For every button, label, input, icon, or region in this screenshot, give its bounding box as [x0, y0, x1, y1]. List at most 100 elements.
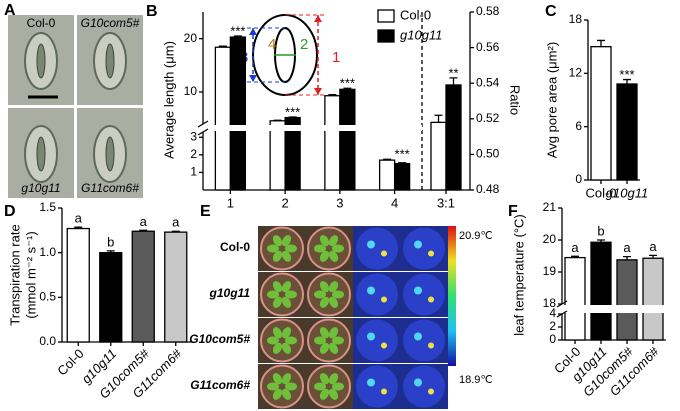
colorbar — [448, 226, 456, 366]
leaf-thermal — [381, 250, 387, 257]
y-tick-label: 2 — [549, 319, 556, 333]
error-bar — [288, 116, 297, 118]
bar — [445, 84, 462, 191]
y2-tick-label: 0.48 — [476, 182, 500, 196]
y-tick-label: 0 — [549, 332, 556, 346]
leaf — [281, 235, 292, 247]
genotype-label: g10g11 — [21, 181, 60, 195]
leaf — [314, 290, 326, 299]
error-bar — [273, 119, 282, 121]
pot — [307, 318, 351, 363]
leaf — [314, 244, 326, 253]
leaf — [332, 244, 344, 253]
y2-tick-label: 0.56 — [476, 40, 500, 54]
leaf — [319, 281, 330, 293]
y2-tick-label: 0.58 — [476, 4, 500, 18]
pot-thermal — [403, 227, 445, 270]
error-bar — [233, 35, 242, 38]
leaf-thermal — [367, 332, 375, 341]
leaf — [267, 382, 279, 391]
pot-thermal — [356, 227, 398, 270]
leaf — [328, 235, 339, 247]
pot — [260, 272, 304, 317]
y-tick-label: 1.5 — [39, 200, 56, 214]
leaf-thermal — [428, 296, 434, 303]
leaf — [281, 281, 292, 293]
error-bar — [649, 254, 657, 259]
y-tick-label: 18 — [569, 12, 583, 26]
bar — [214, 46, 232, 191]
panel-letter: C — [545, 3, 557, 20]
pot — [260, 318, 304, 363]
legend-label: g10g11 — [400, 27, 442, 42]
leaf — [319, 373, 330, 385]
x-tick-label: g10g11 — [606, 185, 648, 200]
leaf — [272, 373, 283, 385]
leaf — [272, 342, 283, 354]
stomata-photos: Col-0 G10com5# g10g11 G11com6# — [8, 15, 143, 198]
error-bar — [139, 229, 148, 232]
leaf — [281, 342, 292, 354]
genotype-label: G11com6# — [190, 378, 250, 392]
pot — [260, 364, 304, 409]
x-tick-label: 1 — [227, 195, 234, 210]
error-bar — [623, 78, 631, 84]
leaf — [314, 382, 326, 391]
genotype-label: Col-0 — [220, 240, 250, 254]
leaf — [267, 244, 279, 253]
annotation: a — [623, 240, 631, 255]
y-tick-label: 2 — [190, 147, 197, 161]
x-tick-label: Col-0 — [585, 185, 616, 200]
bar — [339, 88, 356, 191]
y-axis-title: (mmol m⁻² s⁻¹) — [23, 231, 38, 318]
bar — [393, 162, 411, 191]
y-axis-title: Transpiration rate — [7, 224, 22, 325]
y-tick-label: 10 — [184, 84, 198, 98]
leaf — [319, 235, 330, 247]
y2-axis-title: Ratio — [508, 85, 523, 115]
annotation: ** — [448, 65, 458, 80]
inset-label: 1 — [332, 49, 340, 66]
leaf — [285, 382, 297, 391]
y2-tick-label: 0.50 — [476, 147, 500, 161]
bar — [642, 257, 664, 341]
annotation: b — [597, 223, 604, 238]
leaf — [281, 250, 292, 262]
pore — [36, 136, 46, 172]
leaf — [285, 290, 297, 299]
leaf — [319, 296, 330, 308]
leaf-thermal — [414, 378, 422, 387]
y-tick-label: 6 — [575, 119, 582, 133]
leaf — [272, 250, 283, 262]
bar — [131, 230, 155, 343]
genotype-label: G11com6# — [81, 181, 139, 195]
y-tick-label: 19 — [543, 264, 557, 278]
pore — [36, 43, 46, 79]
leaf — [281, 327, 292, 339]
leaf — [314, 336, 326, 345]
leaf — [319, 250, 330, 262]
error-bar — [328, 94, 337, 96]
break-mark — [556, 310, 568, 318]
pot-thermal — [356, 319, 398, 362]
error-bar — [383, 158, 392, 161]
y-tick-label: 1 — [190, 165, 197, 179]
bar — [66, 227, 90, 343]
genotype-label: g10g11 — [209, 286, 251, 300]
error-bar — [171, 230, 180, 233]
leaf — [332, 290, 344, 299]
x-tick-label: 4 — [391, 195, 398, 210]
y-tick-label: 3 — [190, 129, 197, 143]
leaf-thermal — [381, 296, 387, 303]
y-tick-label: 18 — [543, 296, 557, 310]
x-tick-label: 2 — [282, 195, 289, 210]
error-bar — [597, 39, 605, 47]
y-tick-label: 0.0 — [39, 334, 56, 348]
annotation: *** — [395, 147, 410, 162]
leaf — [281, 296, 292, 308]
error-bar — [449, 77, 458, 85]
pore — [105, 43, 115, 79]
leaf — [281, 388, 292, 400]
colorbar-label: 20.9℃ — [459, 230, 493, 242]
